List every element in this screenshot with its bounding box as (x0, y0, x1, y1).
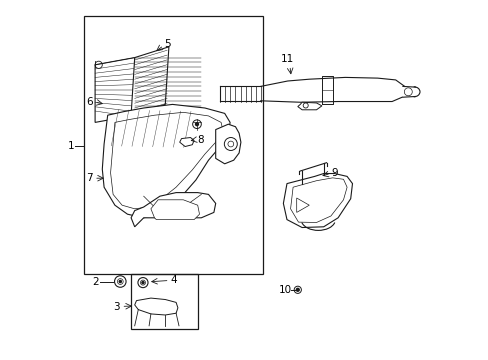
Circle shape (119, 280, 121, 283)
Text: 2: 2 (92, 276, 99, 287)
Text: 8: 8 (197, 135, 204, 145)
Text: 1: 1 (67, 141, 74, 151)
Text: 10: 10 (278, 285, 291, 295)
Circle shape (142, 282, 144, 284)
Polygon shape (131, 193, 215, 227)
Polygon shape (179, 138, 194, 147)
Polygon shape (131, 47, 168, 115)
Polygon shape (283, 174, 352, 228)
Text: 4: 4 (170, 275, 177, 285)
Text: 7: 7 (86, 173, 92, 183)
Text: 6: 6 (86, 96, 92, 107)
Circle shape (195, 123, 198, 126)
Polygon shape (215, 124, 241, 164)
Circle shape (296, 288, 299, 291)
Text: 11: 11 (280, 54, 293, 64)
Text: 5: 5 (164, 39, 171, 49)
Polygon shape (151, 200, 199, 220)
Bar (131, 274, 197, 329)
Text: 9: 9 (331, 168, 338, 178)
Bar (84, 16, 262, 274)
Polygon shape (134, 298, 178, 315)
Polygon shape (102, 104, 230, 218)
Text: 3: 3 (113, 302, 120, 312)
Polygon shape (95, 58, 134, 122)
Polygon shape (297, 102, 321, 110)
